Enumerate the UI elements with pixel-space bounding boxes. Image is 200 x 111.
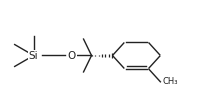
Text: O: O xyxy=(67,51,75,60)
Text: Si: Si xyxy=(29,51,38,60)
Text: CH₃: CH₃ xyxy=(162,77,177,86)
